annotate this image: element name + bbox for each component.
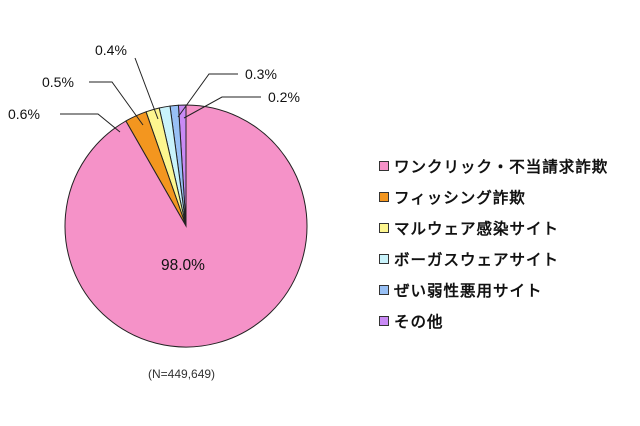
legend-item-malware: マルウェア感染サイト <box>379 212 608 243</box>
legend-item-other: その他 <box>379 305 608 336</box>
legend-label: ワンクリック・不当請求詐欺 <box>394 157 609 176</box>
value-label-0.6: 0.6% <box>8 106 40 122</box>
leader-line-0.3 <box>177 73 238 118</box>
value-label-0.2: 0.2% <box>268 89 300 105</box>
legend-label: その他 <box>394 312 444 331</box>
legend: ワンクリック・不当請求詐欺 フィッシング詐欺 マルウェア感染サイト ボーガスウェ… <box>379 150 608 336</box>
legend-swatch-icon <box>379 160 389 171</box>
legend-item-vulnerability: ぜい弱性悪用サイト <box>379 274 608 305</box>
legend-item-bogusware: ボーガスウェアサイト <box>379 243 608 274</box>
legend-item-one-click-fraud: ワンクリック・不当請求詐欺 <box>379 150 608 181</box>
leader-line-0.5 <box>89 81 144 126</box>
legend-swatch-icon <box>379 222 389 233</box>
legend-swatch-icon <box>379 284 389 295</box>
pie-slices <box>64 104 308 348</box>
value-label-0.4: 0.4% <box>95 42 127 58</box>
value-label-0.3: 0.3% <box>245 66 277 82</box>
leader-line-0.6 <box>60 113 121 133</box>
legend-label: ボーガスウェアサイト <box>394 250 560 269</box>
value-label-0.5: 0.5% <box>42 74 74 90</box>
legend-swatch-icon <box>379 191 389 202</box>
sample-size-note: (N=449,649) <box>148 367 216 381</box>
leader-lines <box>60 57 261 133</box>
leader-line-0.4 <box>134 57 159 120</box>
legend-label: フィッシング詐欺 <box>394 188 526 207</box>
legend-label: ぜい弱性悪用サイト <box>394 281 543 300</box>
legend-swatch-icon <box>379 315 389 326</box>
value-label-98.0: 98.0% <box>161 257 205 274</box>
slice-one-click-fraud <box>64 104 308 348</box>
legend-swatch-icon <box>379 253 389 264</box>
leader-line-0.2 <box>183 96 261 119</box>
legend-item-phishing: フィッシング詐欺 <box>379 181 608 212</box>
legend-label: マルウェア感染サイト <box>394 219 560 238</box>
